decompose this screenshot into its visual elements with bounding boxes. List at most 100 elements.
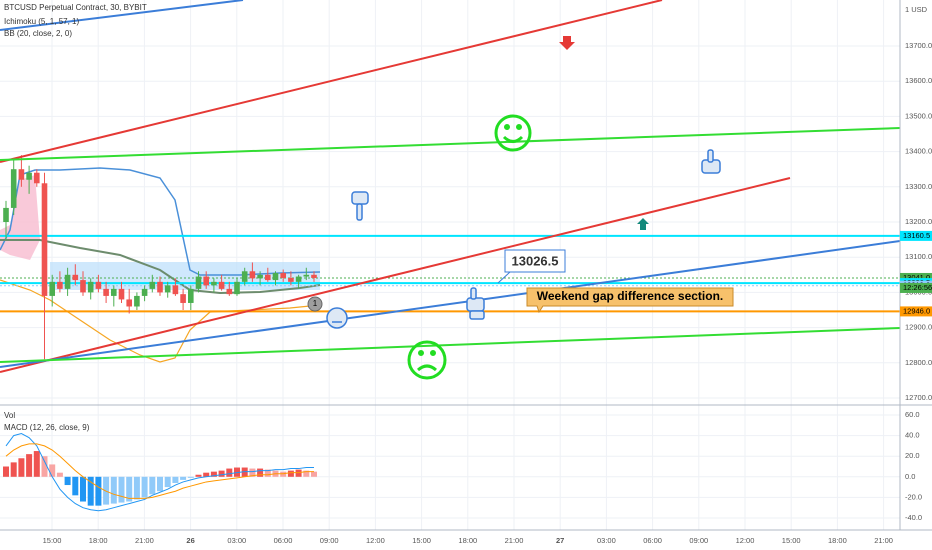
x-tick-label: 27 (556, 536, 564, 545)
price-label-box (900, 230, 932, 241)
macd-histogram-bar (187, 476, 194, 478)
candle-body (18, 169, 25, 180)
macd-histogram-bar (149, 476, 156, 495)
happy-face-icon (494, 114, 532, 152)
x-tick-label: 09:00 (320, 536, 339, 545)
x-tick-label: 18:00 (828, 536, 847, 545)
y-tick-label: -40.0 (905, 513, 922, 522)
macd-histogram-bar (18, 458, 25, 477)
indicator-legend: BB (20, close, 2, 0) (4, 29, 72, 38)
candle-body (64, 274, 71, 289)
price-callout-text: 13026.5 (512, 253, 559, 268)
macd-histogram-bar (157, 476, 163, 492)
currency-label: 1 USD (905, 5, 928, 14)
x-tick-label: 03:00 (597, 536, 616, 545)
candle-body (164, 285, 171, 293)
trend-line (0, 127, 901, 161)
macd-histogram-bar (203, 472, 210, 477)
candle-body (134, 295, 140, 307)
annotation-box (526, 287, 734, 314)
candle-body (87, 281, 94, 293)
chart-title: BTCUSD Perpetual Contract, 30, BYBIT (4, 3, 147, 12)
x-tick-label: 21:00 (505, 536, 524, 545)
candle-body (249, 271, 256, 279)
y-tick-label: 13100.0 (905, 252, 932, 261)
y-tick-label: 20.0 (905, 451, 920, 460)
macd-histogram-bar (195, 474, 202, 477)
candle-body (26, 172, 32, 180)
y-tick-label: 12900.0 (905, 323, 932, 332)
countdown-label: 12:26:56 (903, 283, 932, 292)
macd-histogram-bar (257, 468, 264, 477)
candle-body (72, 274, 79, 281)
candles (3, 155, 317, 360)
trend-line (0, 0, 244, 31)
marker-text: 1 (313, 299, 318, 308)
macd-histogram-bar (118, 476, 125, 503)
macd-histogram-bar (249, 468, 256, 477)
x-tick-label: 15:00 (782, 536, 801, 545)
x-tick-label: 21:00 (135, 536, 154, 545)
macd-histogram-bar (64, 476, 71, 486)
candle-body (118, 288, 125, 300)
candle-body (195, 276, 202, 289)
y-tick-label: 60.0 (905, 410, 920, 419)
macd-legend: MACD (12, 26, close, 9) (4, 423, 90, 432)
axis: 12700.012800.012900.013000.013100.013200… (43, 41, 932, 545)
x-tick-label: 18:00 (89, 536, 108, 545)
y-tick-label: -20.0 (905, 492, 922, 501)
price-label: 13160.5 (903, 231, 930, 240)
price-callout (504, 249, 566, 273)
trend-line (0, 240, 901, 368)
candle-body (311, 274, 317, 278)
y-tick-label: 13500.0 (905, 111, 932, 120)
y-tick-label: 13300.0 (905, 182, 932, 191)
price-label: 13041.0 (903, 273, 930, 282)
y-tick-label: 0.0 (905, 472, 915, 481)
trend-line (0, 0, 663, 163)
price-label: 12946.0 (903, 306, 930, 315)
x-tick-label: 12:00 (366, 536, 385, 545)
candle-body (95, 281, 102, 289)
macd-histogram-bar (87, 476, 94, 506)
candle-body (80, 280, 86, 293)
macd-histogram-bar (80, 476, 86, 502)
candle-body (41, 183, 48, 296)
callout-pointer (497, 271, 511, 284)
x-tick-label: 18:00 (458, 536, 477, 545)
hand-icon (466, 287, 485, 320)
marker-circle (307, 296, 323, 312)
signal-line (5, 443, 314, 499)
x-tick-label: 15:00 (412, 536, 431, 545)
x-tick-label: 09:00 (689, 536, 708, 545)
candle-body (257, 274, 263, 279)
volume-legend: Vol (4, 411, 15, 420)
macd-histogram-bar (234, 467, 240, 477)
hand-icon (701, 149, 721, 174)
macd-histogram-bar (280, 471, 287, 477)
macd-histogram-bar (10, 462, 17, 477)
candle-body (188, 288, 194, 303)
hand-icon (351, 191, 369, 221)
x-tick-label: 06:00 (643, 536, 662, 545)
macd-histogram-bar (3, 466, 9, 477)
macd-histogram-bar (241, 467, 248, 477)
y-tick-label: 12800.0 (905, 358, 932, 367)
ichimoku-cloud-red (0, 175, 40, 260)
candle-body (172, 285, 179, 295)
candle-body (218, 281, 225, 289)
macd-histogram-bar (210, 471, 217, 477)
arrow-down-icon (559, 36, 575, 50)
x-tick-label: 15:00 (43, 536, 62, 545)
y-tick-label: 13700.0 (905, 41, 932, 50)
y-tick-label: 13600.0 (905, 76, 932, 85)
macd-histogram-bar (41, 456, 48, 477)
macd-histogram-bar (295, 469, 302, 477)
candle-body (265, 274, 271, 281)
y-tick-label: 12700.0 (905, 393, 932, 402)
macd-histogram-bar (218, 470, 225, 477)
candle-body (3, 207, 9, 222)
macd-histogram-bar (180, 476, 187, 480)
indicator-legend: Ichimoku (5, 1, 57, 1) (4, 17, 79, 26)
